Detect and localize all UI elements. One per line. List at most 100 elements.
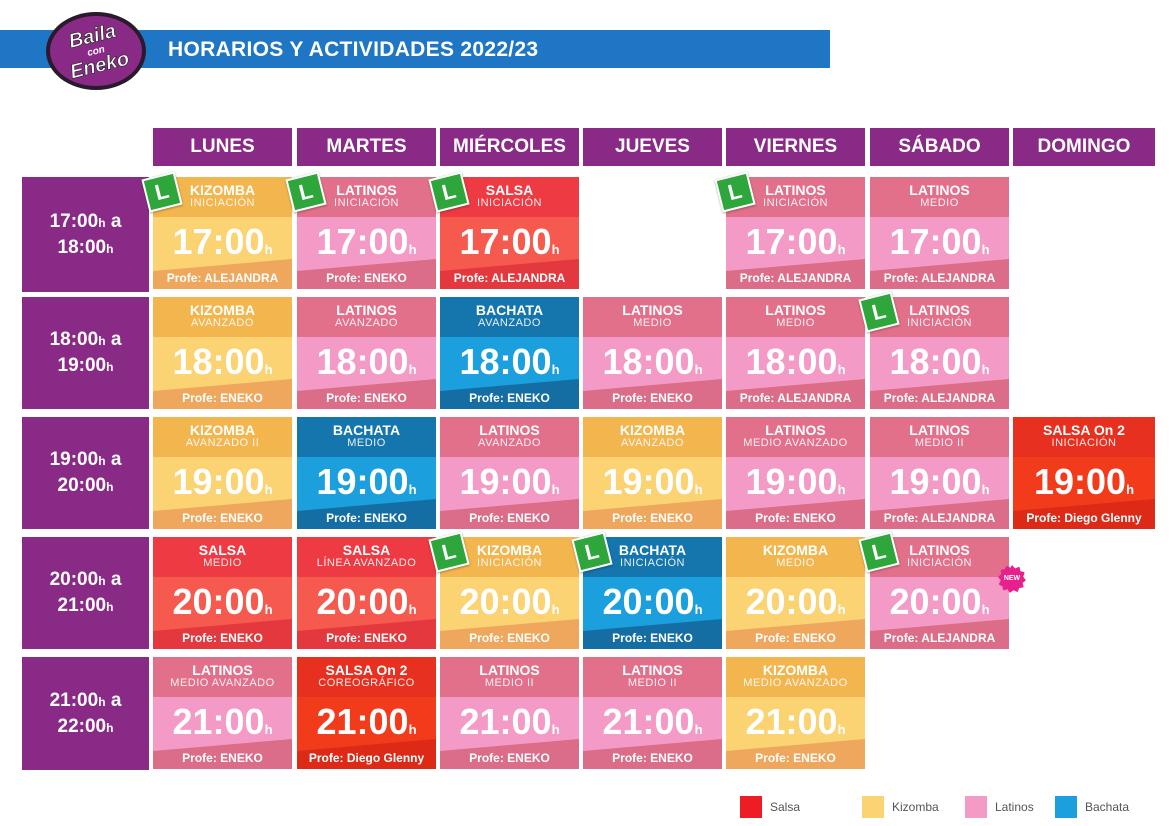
class-cell[interactable]: KIZOMBA AVANZADO II 19:00h Profe: ENEKO [153,417,292,529]
class-name: BACHATA [332,422,401,438]
class-level: COREOGRÁFICO [318,677,415,689]
class-level: INICIACIÓN [620,557,685,569]
class-time: 19:00h [870,463,1009,509]
class-cell[interactable]: BACHATA MEDIO 19:00h Profe: ENEKO [297,417,436,529]
class-time: 21:00h [153,703,292,749]
class-cell[interactable]: LATINOS INICIACIÓN 17:00h Profe: ENEKO [297,177,436,289]
class-name: KIZOMBA [762,542,829,558]
cell-header-bg [726,417,865,457]
class-teacher: Profe: ENEKO [326,391,407,405]
class-teacher: Profe: ALEJANDRA [739,391,852,405]
class-level: AVANZADO [335,317,398,329]
class-cell[interactable]: SALSA On 2 INICIACIÓN 19:00h Profe: Diego G… [1013,417,1155,529]
class-name: LATINOS [622,662,683,678]
page-title: HORARIOS Y ACTIVIDADES 2022/23 [168,38,539,61]
class-level: LÍNEA AVANZADO [316,557,417,569]
legend-swatch [965,796,987,818]
class-level: INICIACIÓN [907,557,972,569]
class-teacher: Profe: ENEKO [755,631,836,645]
class-cell[interactable]: KIZOMBA MEDIO 20:00h Profe: ENEKO [726,537,865,649]
class-time-value: 21:00 [459,701,552,742]
class-time: 20:00h [440,583,579,629]
class-cell[interactable]: SALSA INICIACIÓN 17:00h Profe: ALEJANDRA [440,177,579,289]
hour-suffix: h [408,602,417,617]
class-cell[interactable]: SALSA MEDIO 20:00h Profe: ENEKO [153,537,292,649]
class-cell[interactable]: KIZOMBA AVANZADO 18:00h Profe: ENEKO [153,297,292,409]
class-cell[interactable]: BACHATA INICIACIÓN 20:00h Profe: ENEKO [583,537,722,649]
class-cell[interactable]: LATINOS AVANZADO 19:00h Profe: ENEKO [440,417,579,529]
class-teacher: Profe: ALEJANDRA [166,271,279,285]
class-level: MEDIO [347,437,386,449]
class-teacher: Profe: ENEKO [612,751,693,765]
class-cell[interactable]: LATINOS MEDIO II 21:00h Profe: ENEKO [583,657,722,769]
class-teacher: Profe: ENEKO [326,631,407,645]
class-cell[interactable]: LATINOS MEDIO 18:00h Profe: ENEKO [583,297,722,409]
day-header: DOMINGO [1013,128,1155,166]
class-time: 17:00h [440,223,579,269]
class-teacher: Profe: ENEKO [182,631,263,645]
hour-suffix: h [106,360,114,374]
class-cell[interactable]: KIZOMBA INICIACIÓN 17:00h Profe: ALEJANDRA [153,177,292,289]
class-name: LATINOS [479,422,540,438]
hour-suffix: h [98,574,106,589]
class-cell[interactable]: LATINOS MEDIO II 19:00h Profe: ALEJANDRA [870,417,1009,529]
hour-suffix: h [264,242,273,257]
cell-header-bg [153,297,292,337]
class-cell[interactable]: LATINOS INICIACIÓN 18:00h Profe: ALEJANDRA [870,297,1009,409]
class-cell[interactable]: LATINOS MEDIO AVANZADO 21:00h Profe: ENEKO [153,657,292,769]
class-time-value: 17:00 [172,221,265,262]
cell-header-bg [726,657,865,697]
legend-swatch [862,796,884,818]
class-level: AVANZADO [478,317,541,329]
class-cell[interactable]: LATINOS AVANZADO 18:00h Profe: ENEKO [297,297,436,409]
class-name: LATINOS [622,302,683,318]
class-teacher: Profe: ENEKO [469,631,550,645]
legend-label: Bachata [1085,800,1130,814]
time-end: 20:00 [57,475,107,496]
class-time-value: 18:00 [602,341,695,382]
time-end: 22:00 [57,715,107,737]
class-cell[interactable]: SALSA On 2 COREOGRÁFICO 21:00h Profe: Diego… [297,657,436,769]
class-name: SALSA [485,182,534,198]
class-cell[interactable]: KIZOMBA INICIACIÓN 20:00h Profe: ENEKO [440,537,579,649]
class-level: INICIACIÓN [1051,437,1117,449]
class-cell[interactable]: LATINOS MEDIO 17:00h Profe: ALEJANDRA [870,177,1009,289]
cell-header-bg [870,417,1009,457]
hour-suffix: h [408,482,417,497]
class-cell[interactable]: BACHATA AVANZADO 18:00h Profe: ENEKO [440,297,579,409]
class-cell[interactable]: LATINOS MEDIO AVANZADO 19:00h Profe: ENEKO [726,417,865,529]
cell-header-bg [726,297,865,337]
class-time: 21:00h [726,703,865,749]
hour-suffix: h [264,602,273,617]
class-time-value: 17:00 [889,221,982,262]
class-time-value: 21:00 [745,701,838,742]
time-slot: 20:00h a 21:00h [22,537,149,649]
class-name: LATINOS [909,182,970,198]
baila-con-eneko-logo: Baila con Eneko [46,12,146,90]
cell-header-bg [440,297,579,337]
cell-header-bg [297,657,436,697]
class-time-value: 18:00 [316,341,409,382]
class-time-value: 19:00 [889,461,982,502]
legend-item: Latinos [965,796,1034,818]
class-cell[interactable]: SALSA LÍNEA AVANZADO 20:00h Profe: ENEKO [297,537,436,649]
cell-header-bg [1013,417,1155,457]
class-name: KIZOMBA [189,182,256,198]
class-name: LATINOS [765,302,826,318]
class-time: 17:00h [870,223,1009,269]
cell-header-bg [153,537,292,577]
class-level: INICIACIÓN [477,557,542,569]
class-cell[interactable]: LATINOS MEDIO 18:00h Profe: ALEJANDRA [726,297,865,409]
hour-suffix: h [551,482,560,497]
class-time-value: 19:00 [602,461,695,502]
class-time: 19:00h [440,463,579,509]
class-cell[interactable]: KIZOMBA AVANZADO 19:00h Profe: ENEKO [583,417,722,529]
class-time-value: 21:00 [172,701,265,742]
class-cell[interactable]: KIZOMBA MEDIO AVANZADO 21:00h Profe: ENEKO [726,657,865,769]
class-cell[interactable]: LATINOS MEDIO II 21:00h Profe: ENEKO [440,657,579,769]
class-time-value: 17:00 [459,221,552,262]
hour-suffix: h [837,362,846,377]
hour-suffix: h [408,722,417,737]
class-level: INICIACIÓN [334,197,399,209]
class-time: 18:00h [583,343,722,389]
